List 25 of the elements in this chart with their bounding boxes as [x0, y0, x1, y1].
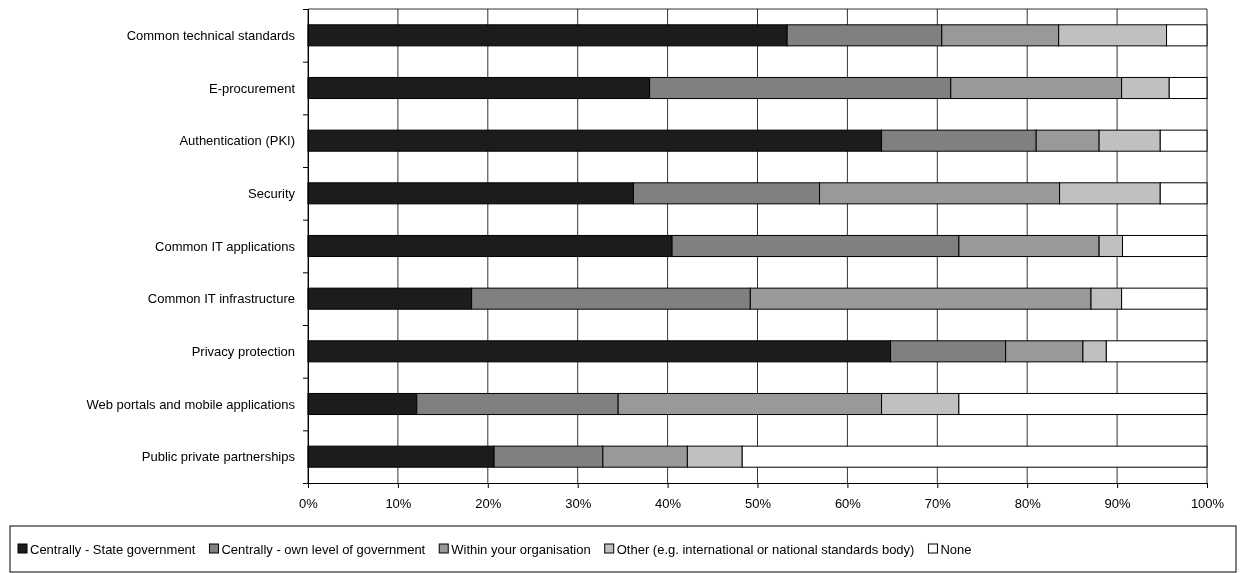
y-tick-label: Privacy protection: [191, 343, 295, 359]
legend-label: Centrally - State government: [30, 541, 196, 557]
x-tick-label: 20%: [475, 495, 502, 511]
legend-label: Within your organisation: [451, 541, 591, 557]
x-tick-label: 50%: [744, 495, 772, 511]
y-tick-label: E-procurement: [209, 80, 296, 96]
x-tick-label: 90%: [1104, 495, 1132, 511]
x-tick-label: 0%: [299, 495, 319, 511]
legend-label: Other (e.g. international or national standards body): [616, 541, 915, 557]
legend-label: None: [940, 541, 972, 557]
y-tick-label: Public private partnerships: [141, 449, 296, 465]
y-tick-label: Common IT infrastructure: [147, 291, 295, 307]
x-tick-label: 60%: [834, 495, 862, 511]
x-tick-label: 30%: [565, 495, 592, 511]
x-tick-label: 10%: [385, 495, 412, 511]
y-tick-label: Authentication (PKI): [179, 133, 295, 149]
x-tick-label: 40%: [655, 495, 682, 511]
legend-label: Centrally - own level of government: [221, 541, 426, 557]
x-tick-label: 100%: [1190, 495, 1225, 511]
y-tick-label: Common IT applications: [155, 238, 296, 254]
x-tick-label: 80%: [1014, 495, 1042, 511]
y-tick-label: Web portals and mobile applications: [86, 396, 296, 412]
x-tick-label: 70%: [924, 495, 952, 511]
y-tick-label: Security: [248, 185, 296, 201]
y-tick-label: Common technical standards: [126, 27, 296, 43]
